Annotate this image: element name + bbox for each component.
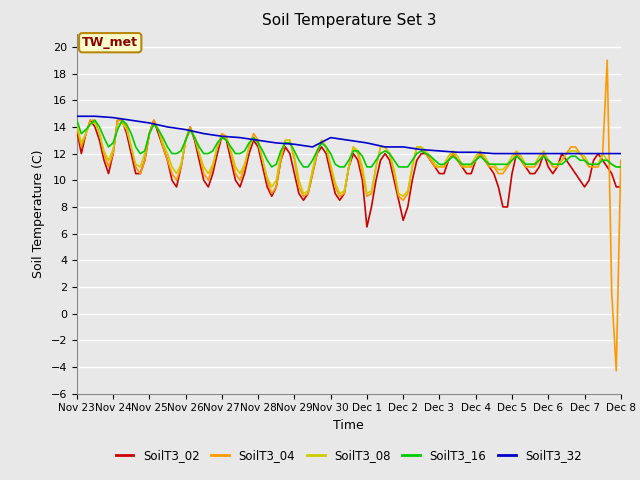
Legend: SoilT3_02, SoilT3_04, SoilT3_08, SoilT3_16, SoilT3_32: SoilT3_02, SoilT3_04, SoilT3_08, SoilT3_… — [111, 444, 587, 467]
Y-axis label: Soil Temperature (C): Soil Temperature (C) — [32, 149, 45, 278]
Text: TW_met: TW_met — [82, 36, 138, 49]
Title: Soil Temperature Set 3: Soil Temperature Set 3 — [262, 13, 436, 28]
X-axis label: Time: Time — [333, 419, 364, 432]
